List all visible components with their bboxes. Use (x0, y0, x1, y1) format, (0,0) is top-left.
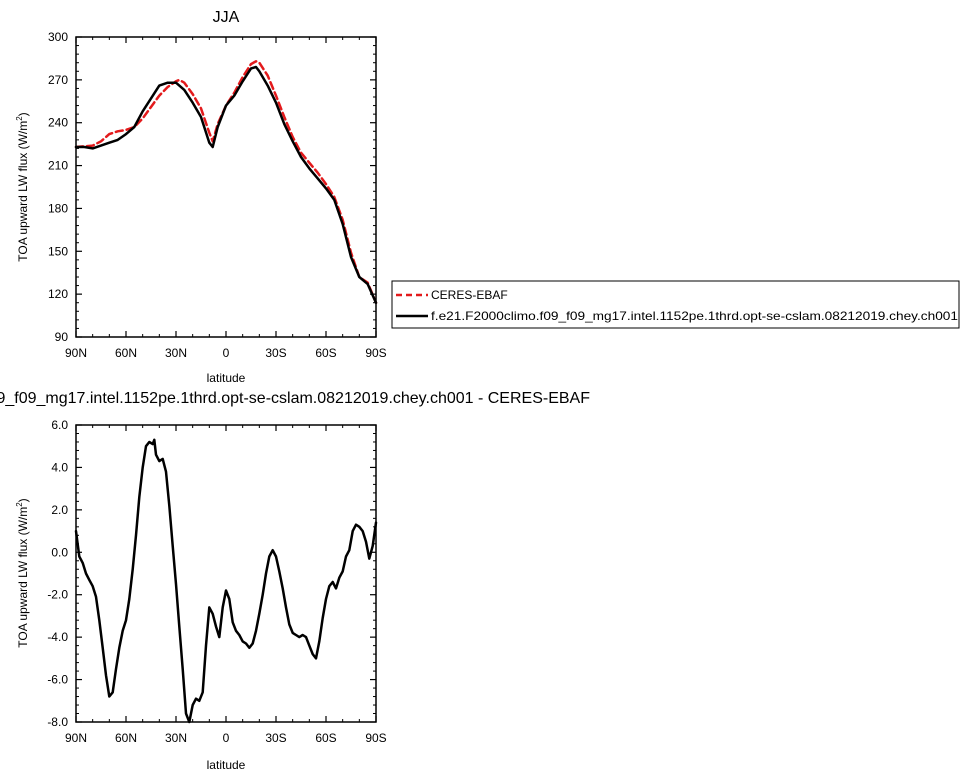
top-chart-x-axis-label: latitude (207, 371, 246, 385)
bottom-y-tick-label: 2.0 (51, 503, 68, 517)
top-chart-ticks: 90N 60N 30N 0 30S 60S 90S 90 120 150 180 210 240 270 3… (48, 30, 387, 360)
bottom-chart-y-axis-label-close: ) (16, 498, 30, 502)
top-y-tick-label: 300 (48, 30, 68, 44)
bottom-chart-x-axis-label: latitude (207, 758, 246, 772)
bottom-y-tick-label: -6.0 (47, 673, 68, 687)
bottom-x-tick-label: 60N (115, 731, 137, 745)
bottom-x-tick-label: 90N (65, 731, 87, 745)
bottom-y-tick-label: 0.0 (51, 545, 68, 559)
top-chart-y-axis-label-text: TOA upward LW flux (W/m (16, 121, 30, 262)
bottom-y-tick-label: -4.0 (47, 630, 68, 644)
bottom-x-tick-label: 60S (315, 731, 336, 745)
bottom-x-tick-label: 30N (165, 731, 187, 745)
top-x-tick-label: 90S (365, 346, 386, 360)
bottom-chart-ticks: 90N 60N 30N 0 30S 60S 90S -8.0 -6.0 -4.0 -2.0 0.0 2.… (47, 418, 386, 745)
bottom-chart-y-axis-label: TOA upward LW flux (W/m2) (15, 498, 30, 647)
bottom-x-tick-label: 0 (223, 731, 230, 745)
top-chart-y-axis-label: TOA upward LW flux (W/m2) (15, 112, 30, 261)
bottom-y-tick-label: -8.0 (47, 715, 68, 729)
top-y-tick-label: 120 (48, 287, 68, 301)
top-chart-y-axis-label-close: ) (16, 112, 30, 116)
bottom-chart-y-axis-label-superscript: 2 (15, 502, 24, 507)
top-x-tick-label: 0 (223, 346, 230, 360)
legend-label-ceres: CERES-EBAF (431, 288, 508, 302)
bottom-chart-frame (75, 424, 377, 723)
top-x-tick-label: 60N (115, 346, 137, 360)
bottom-chart-panel: f.e21.F2000climo.f09_f09_mg17.intel.1152… (0, 390, 590, 772)
top-y-tick-label: 240 (48, 116, 68, 130)
top-x-tick-label: 30S (265, 346, 286, 360)
top-y-tick-label: 90 (55, 330, 69, 344)
bottom-y-tick-label: 4.0 (51, 460, 68, 474)
top-x-tick-label: 90N (65, 346, 87, 360)
top-y-tick-label: 270 (48, 73, 68, 87)
bottom-x-tick-label: 90S (365, 731, 386, 745)
top-y-tick-label: 150 (48, 244, 68, 258)
bottom-chart-series-line-0 (74, 438, 378, 724)
bottom-y-tick-label: -2.0 (47, 588, 68, 602)
top-y-tick-label: 180 (48, 201, 68, 215)
bottom-y-tick-label: 6.0 (51, 418, 68, 432)
bottom-chart-y-axis-label-text: TOA upward LW flux (W/m (16, 507, 30, 648)
bottom-chart-title: f.e21.F2000climo.f09_f09_mg17.intel.1152… (0, 390, 590, 407)
legend-label-model: f.e21.F2000climo.f09_f09_mg17.intel.1152… (431, 309, 958, 323)
top-chart-title: JJA (213, 9, 240, 26)
chart-legend: CERES-EBAF f.e21.F2000climo.f09_f09_mg17… (391, 280, 960, 329)
top-chart-panel: JJA 90N 60N 30N 0 30S 60S 90S 90 120 150 180 210 240… (15, 9, 387, 385)
bottom-x-tick-label: 30S (265, 731, 286, 745)
top-chart-series-line-0 (74, 60, 378, 304)
top-x-tick-label: 30N (165, 346, 187, 360)
top-x-tick-label: 60S (315, 346, 336, 360)
top-chart-series-group (74, 60, 378, 304)
legend-box (391, 280, 960, 329)
top-chart-y-axis-label-superscript: 2 (15, 116, 24, 121)
top-chart-frame (75, 36, 377, 338)
top-y-tick-label: 210 (48, 159, 68, 173)
top-chart-series-line-1 (74, 65, 378, 304)
bottom-chart-series-group (74, 438, 378, 724)
